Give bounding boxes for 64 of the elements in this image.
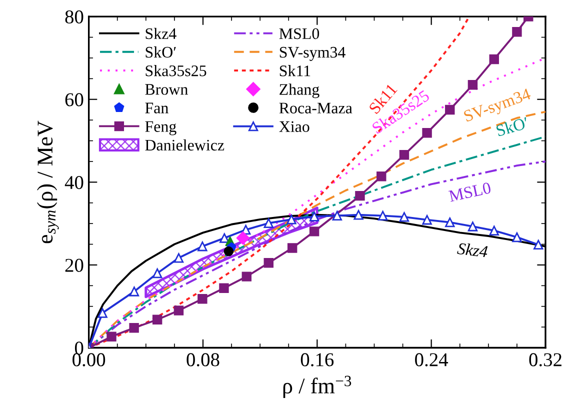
- point: [98, 308, 108, 318]
- y-tick-label: 20: [65, 258, 84, 272]
- legend-label: SkO′: [146, 46, 176, 58]
- point: [399, 150, 410, 160]
- point: [220, 233, 230, 243]
- point: [468, 222, 478, 232]
- point: [422, 214, 432, 225]
- point: [534, 240, 544, 250]
- point: [264, 258, 274, 268]
- point: [512, 27, 522, 37]
- point: [152, 268, 162, 278]
- legend-label: Ska35s25: [146, 64, 206, 76]
- point: [399, 212, 410, 222]
- point: [198, 294, 208, 304]
- point: [106, 332, 116, 342]
- annotation: MSL0: [448, 182, 492, 202]
- point: [152, 314, 162, 324]
- x-tick-label: 0.08: [186, 353, 220, 366]
- legend-label: Skz4: [146, 28, 176, 40]
- point: [489, 54, 499, 64]
- legend-label: Roca-Maza: [279, 102, 352, 114]
- point: [309, 226, 320, 236]
- point: [224, 246, 234, 256]
- point: [242, 272, 252, 282]
- legend-label: MSL0: [279, 28, 320, 40]
- y-tick-label: 40: [64, 176, 84, 190]
- point: [264, 218, 274, 228]
- legend-label: Brown: [145, 84, 188, 95]
- x-tick-label: 0.16: [300, 353, 334, 366]
- point: [129, 286, 140, 296]
- point: [286, 214, 296, 224]
- point: [489, 226, 499, 236]
- y-tick-label: 60: [65, 93, 84, 106]
- y-tick-label: 0: [74, 342, 84, 355]
- x-axis-title: ρ / fm$^{−3}$: [283, 376, 352, 398]
- point: [129, 323, 139, 333]
- point: [198, 241, 208, 252]
- point: [378, 210, 388, 221]
- x-tick-label: 0.24: [415, 353, 448, 366]
- legend-label: Zhang: [280, 84, 320, 98]
- point: [445, 104, 455, 115]
- y-axis-title: e$_{sym}$(ρ) / MeV: [36, 120, 59, 244]
- y-tick-label: 80: [65, 10, 84, 24]
- point: [354, 210, 364, 220]
- point: [174, 306, 184, 316]
- legend-label: Sk11: [280, 65, 310, 76]
- point: [376, 172, 386, 182]
- point: [445, 217, 455, 228]
- legend-label: Fan: [145, 102, 168, 114]
- x-tick-label: 0.00: [72, 353, 106, 366]
- point: [219, 283, 229, 294]
- point: [174, 253, 184, 263]
- point: [512, 232, 522, 242]
- point: [355, 190, 365, 201]
- legend-label: Danielewicz: [145, 139, 224, 151]
- point: [236, 231, 250, 245]
- legend-label: Xiao: [279, 121, 310, 132]
- point: [287, 243, 298, 253]
- point: [332, 210, 342, 221]
- legend-label: Feng: [145, 121, 176, 136]
- annotation: Skz4: [456, 242, 488, 258]
- x-tick-label: 0.32: [529, 353, 562, 366]
- legend-label: SV-sym34: [280, 46, 346, 61]
- point: [309, 212, 320, 222]
